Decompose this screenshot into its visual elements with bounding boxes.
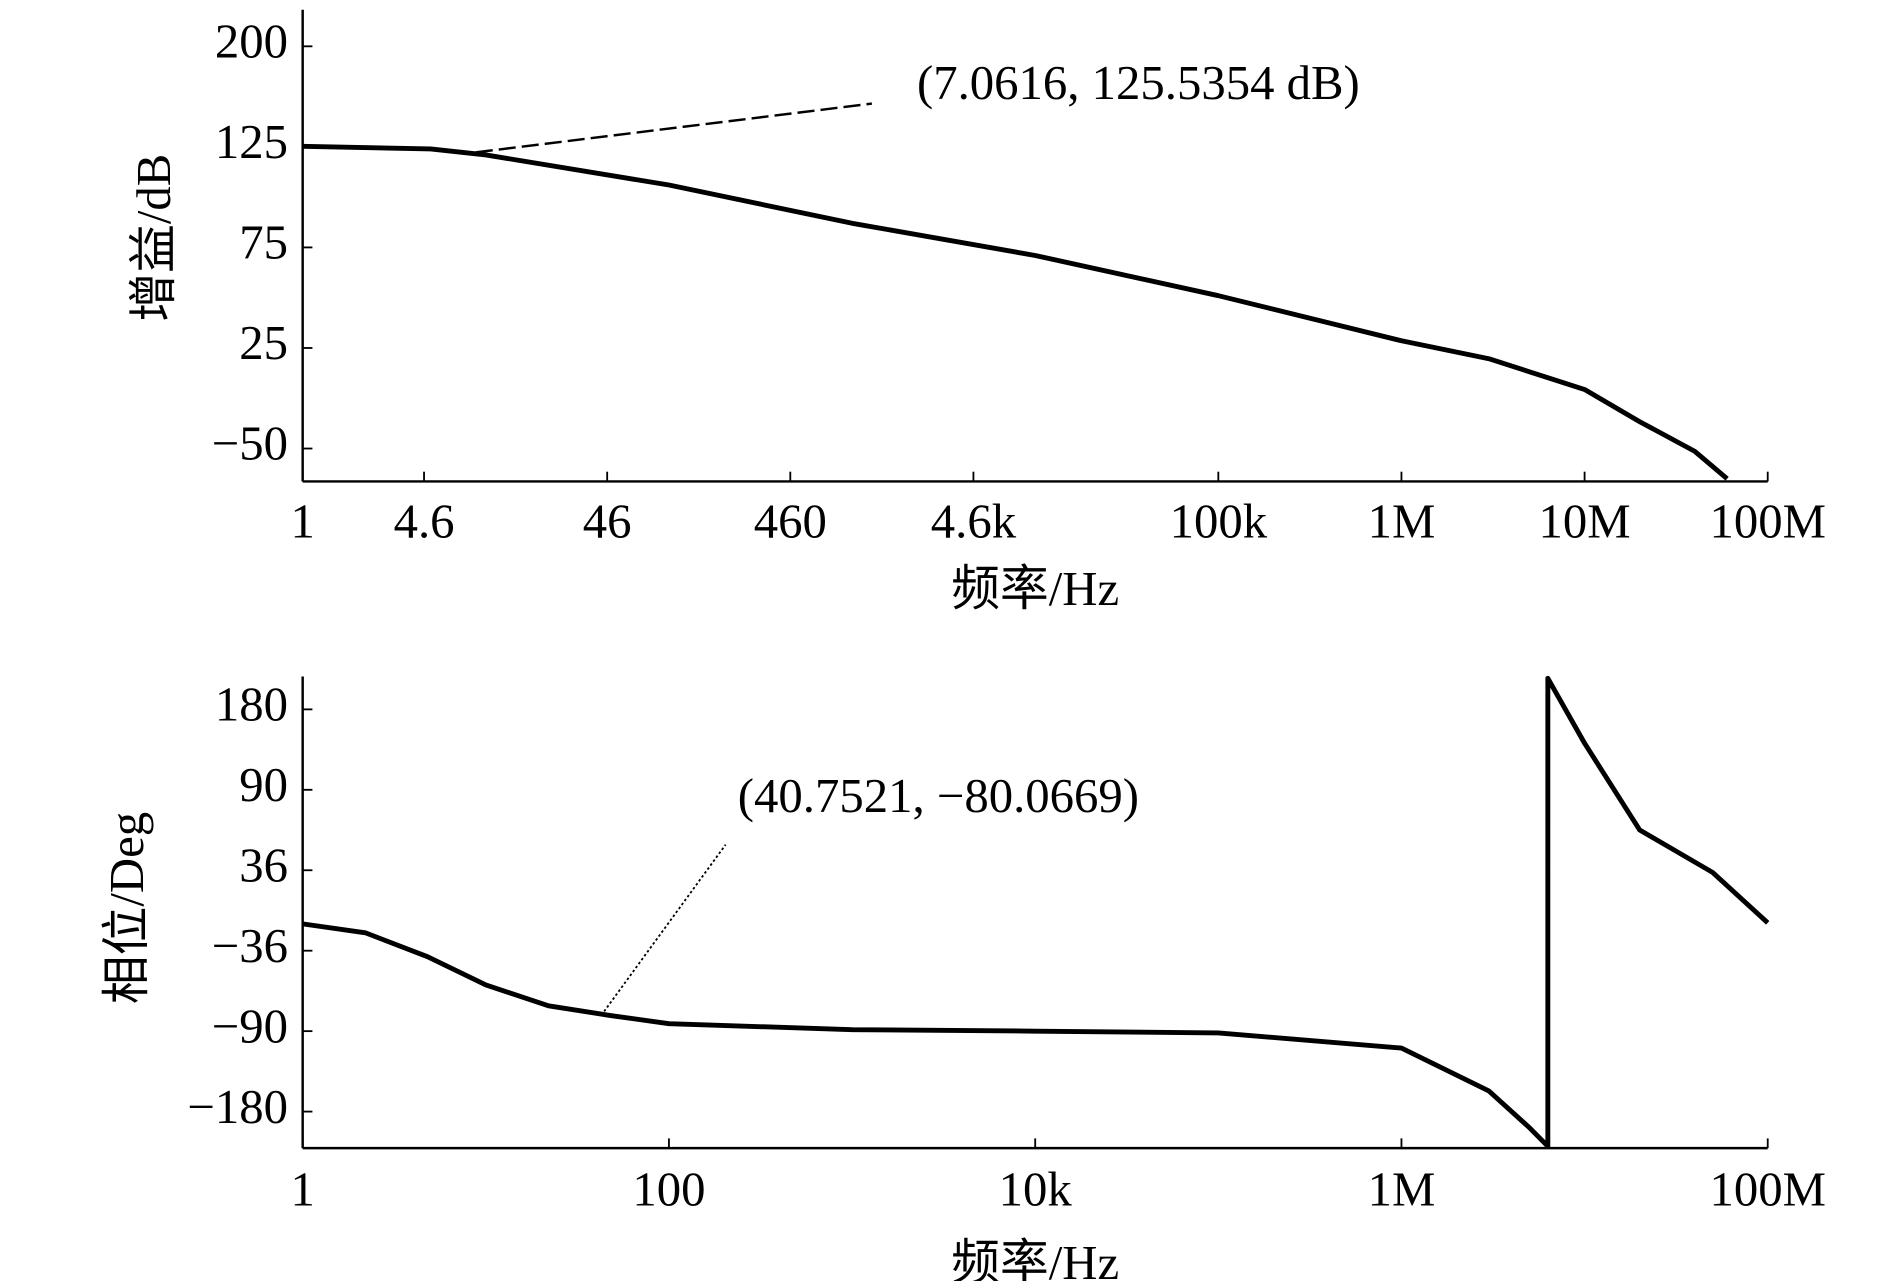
x-tick-label: 4.6k [931,495,1017,549]
annotation-leader [475,102,873,154]
y-tick-label: 75 [239,216,288,270]
y-tick-label: 90 [239,758,288,812]
x-axis-title: 频率/Hz [951,1236,1119,1281]
y-tick-label: −36 [212,919,288,973]
annotation: (40.7521, −80.0669) [738,769,1139,823]
y-tick-label: 200 [215,15,288,69]
y-tick-label: −180 [187,1080,288,1134]
x-axis-title: 频率/Hz [951,562,1119,616]
annotation: (7.0616, 125.5354 dB) [917,56,1360,110]
y-tick-label: 36 [239,838,288,892]
y-axis-title: 增益/dB [127,154,181,322]
x-tick-label: 1M [1368,495,1436,549]
x-tick-label: 46 [583,495,632,549]
x-tick-label: 1 [290,495,314,549]
y-tick-label: 125 [215,115,288,169]
y-tick-label: 180 [215,678,288,732]
x-tick-label: 1 [290,1163,314,1217]
x-tick-label: 100k [1170,495,1268,549]
y-tick-label: −90 [212,999,288,1053]
data-line [302,675,1770,1149]
y-tick-label: 25 [239,316,288,370]
y-tick-label: −50 [212,417,288,471]
x-tick-label: 100M [1709,1163,1825,1217]
annotation-leader [600,844,727,1016]
x-tick-label: 100 [632,1163,705,1217]
y-axis-title: 相位/Deg [100,812,154,1004]
x-tick-label: 460 [754,495,827,549]
x-tick-label: 10k [999,1163,1073,1217]
data-line [302,143,1729,481]
x-tick-label: 4.6 [394,495,455,549]
x-tick-label: 100M [1709,495,1825,549]
x-tick-label: 10M [1539,495,1631,549]
x-tick-label: 1M [1368,1163,1436,1217]
